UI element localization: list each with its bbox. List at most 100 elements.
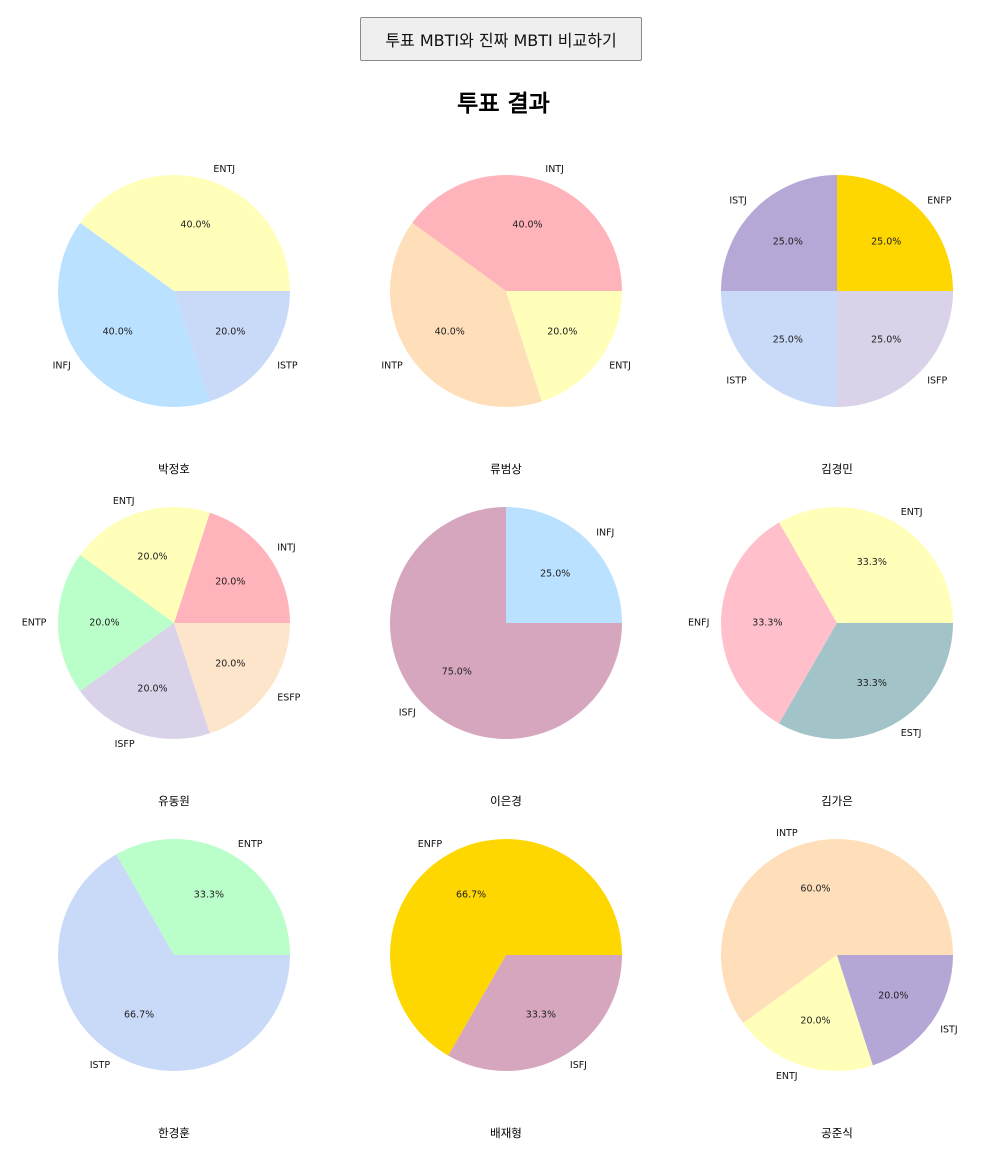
pie-slice (390, 507, 622, 739)
pie-slice (721, 175, 837, 291)
slice-percentage: 25.0% (871, 236, 901, 247)
slice-percentage: 20.0% (547, 326, 577, 337)
slice-percentage: 20.0% (89, 618, 119, 629)
chart-title: 김가은 (821, 794, 853, 808)
slice-label: ENFP (418, 839, 443, 850)
slice-label: INTP (381, 361, 403, 372)
pie-slice (506, 291, 622, 402)
slice-label: ISTP (726, 376, 747, 387)
slice-percentage: 75.0% (442, 667, 472, 678)
pie-slice (80, 174, 291, 291)
slice-percentage: 20.0% (215, 658, 245, 669)
page-title: 투표 결과 (457, 91, 550, 117)
slice-label: INTJ (545, 164, 564, 175)
slice-label: ISTJ (940, 1025, 957, 1036)
chart-title: 공준식 (821, 1126, 853, 1140)
pie-slice (412, 174, 622, 291)
pie-slice (116, 839, 291, 955)
slice-percentage: 33.3% (526, 1010, 556, 1021)
pie-chart: ENTJ 40.0% INFJ 40.0% ISTP 20.0% 박정호 (53, 164, 298, 476)
slice-percentage: 40.0% (180, 219, 210, 230)
slice-percentage: 25.0% (871, 335, 901, 346)
slice-percentage: 20.0% (215, 577, 245, 588)
slice-percentage: 60.0% (800, 883, 830, 894)
compare-mbti-button[interactable]: 투표 MBTI와 진짜 MBTI 비교하기 (360, 17, 642, 61)
slice-percentage: 40.0% (512, 219, 542, 230)
pie-slice (174, 291, 290, 402)
pie-chart: ENTP 33.3% ISTP 66.7% 한경훈 (58, 839, 291, 1140)
pie-slice (779, 506, 953, 623)
slice-label: ENTP (22, 618, 47, 629)
pie-chart: ENFP 25.0% ISTJ 25.0% ISTP 25.0% ISFP 25.0% 김경민 (721, 175, 953, 476)
slice-percentage: 20.0% (878, 990, 908, 1001)
slice-label: INTP (776, 828, 798, 839)
slice-label: ISFP (927, 376, 947, 387)
chart-title: 한경훈 (158, 1126, 190, 1140)
slice-label: ESTJ (901, 728, 922, 739)
pie-slice (174, 512, 290, 623)
pie-slice (80, 507, 210, 623)
pie-slice (721, 291, 837, 407)
slice-percentage: 66.7% (456, 889, 486, 900)
pie-slice (58, 854, 291, 1071)
slice-percentage: 40.0% (103, 326, 133, 337)
slice-percentage: 66.7% (124, 1010, 154, 1021)
slice-percentage: 33.3% (857, 557, 887, 568)
slice-label: ENFP (927, 195, 952, 206)
pie-slice (390, 839, 622, 1056)
pie-slice (506, 507, 622, 623)
slice-label: ENTJ (776, 1071, 798, 1082)
slice-label: ISTJ (729, 195, 746, 206)
slice-label: ENTP (238, 839, 263, 850)
slice-label: ISTP (277, 361, 298, 372)
pie-slice (720, 839, 953, 1024)
pie-slice (389, 222, 542, 407)
slice-percentage: 33.3% (194, 889, 224, 900)
slice-label: ISFP (115, 739, 135, 750)
slice-label: ENFJ (688, 618, 709, 629)
pie-slice (779, 623, 953, 740)
slice-percentage: 25.0% (540, 568, 570, 579)
pie-slice (837, 175, 953, 291)
pie-slice (57, 554, 174, 692)
chart-title: 박정호 (158, 462, 190, 476)
slice-percentage: 20.0% (800, 1016, 830, 1027)
slice-label: ENTJ (609, 361, 631, 372)
slice-percentage: 20.0% (137, 551, 167, 562)
pie-chart: INFJ 25.0% ISFJ 75.0% 이은경 (390, 507, 622, 808)
slice-label: INFJ (596, 527, 614, 538)
slice-percentage: 33.3% (857, 678, 887, 689)
slice-percentage: 25.0% (773, 335, 803, 346)
pie-chart: ENTJ 33.3% ENFJ 33.3% ESTJ 33.3% 김가은 (688, 506, 953, 808)
slice-label: INTJ (277, 543, 296, 554)
slice-label: ISTP (90, 1060, 111, 1071)
chart-title: 류범상 (490, 462, 522, 476)
slice-label: ESFP (277, 693, 300, 704)
chart-title: 이은경 (490, 794, 522, 808)
slice-label: ISFJ (399, 708, 416, 719)
slice-percentage: 25.0% (773, 236, 803, 247)
pie-slice (80, 623, 210, 739)
pie-slice (743, 955, 873, 1071)
pie-slice (837, 291, 953, 407)
pie-slice (174, 623, 290, 734)
pie-slice (57, 222, 210, 407)
pie-slice (837, 955, 953, 1066)
pie-slice (720, 522, 837, 724)
slice-percentage: 33.3% (752, 618, 782, 629)
slice-percentage: 20.0% (215, 326, 245, 337)
slice-label: ENTJ (213, 164, 235, 175)
pie-chart: INTP 60.0% ENTJ 20.0% ISTJ 20.0% 공준식 (720, 828, 958, 1140)
slice-percentage: 20.0% (137, 684, 167, 695)
pie-chart: INTJ 40.0% INTP 40.0% ENTJ 20.0% 류범상 (381, 164, 631, 476)
chart-title: 유동원 (158, 794, 190, 808)
slice-percentage: 40.0% (435, 326, 465, 337)
pie-chart: INTJ 20.0% ENTJ 20.0% ENTP 20.0% ISFP 20.0% ESFP… (22, 496, 301, 808)
slice-label: ENTJ (113, 496, 135, 507)
slice-label: ISFJ (570, 1060, 587, 1071)
slice-label: ENTJ (901, 507, 923, 518)
pie-chart: ENFP 66.7% ISFJ 33.3% 배재형 (390, 839, 622, 1140)
chart-title: 김경민 (821, 462, 853, 476)
chart-title: 배재형 (490, 1126, 522, 1140)
